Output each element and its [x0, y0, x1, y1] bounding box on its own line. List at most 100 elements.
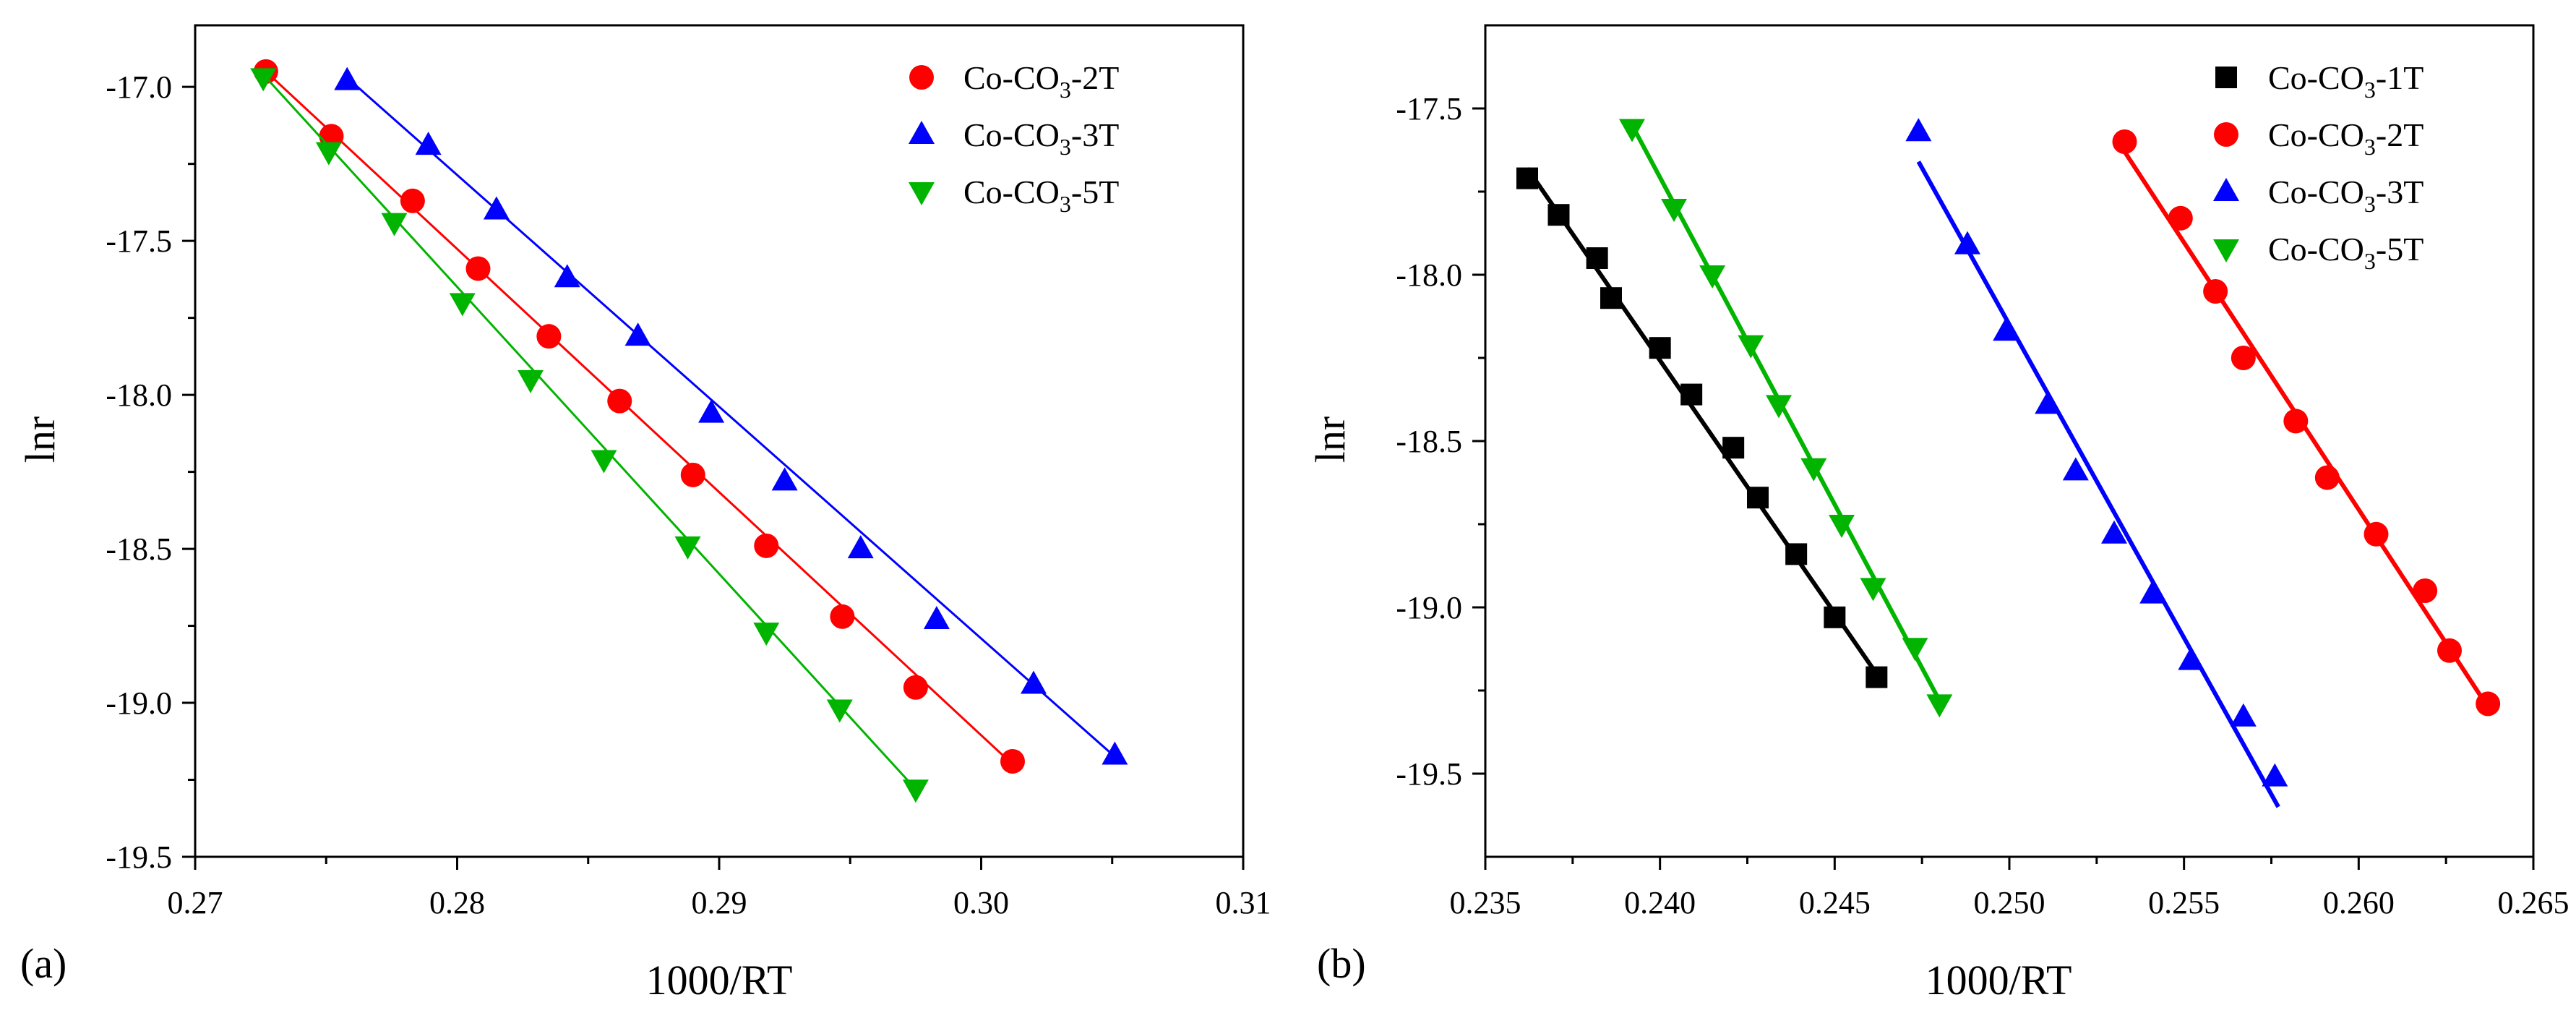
data-point [1649, 337, 1671, 359]
legend-item: Co-CO3-1T [2215, 59, 2423, 103]
data-point [1993, 317, 2019, 341]
panel-b-xlabel: 1000/RT [1925, 957, 2072, 1004]
data-point [826, 699, 853, 723]
panel-b-ytick-label: -19.5 [1396, 756, 1462, 792]
panel-a-ytick-label: -17.5 [106, 223, 172, 259]
panel-b-series-5t [1619, 119, 1953, 718]
data-point [1619, 119, 1645, 142]
data-point [698, 399, 725, 423]
panel-b-xtick-label: 0.260 [2323, 885, 2395, 920]
legend-label-tail: -3T [2376, 174, 2423, 210]
legend-item: Co-CO3-3T [2213, 174, 2423, 217]
legend-label: Co-CO3-3T [2268, 174, 2423, 217]
legend-marker [2213, 178, 2239, 201]
data-point [2437, 638, 2462, 663]
legend-marker [909, 65, 934, 90]
fit-line [1525, 167, 1879, 675]
fit-line [1916, 161, 2280, 808]
legend-label-tail: -2T [2376, 116, 2423, 153]
legend-label-subscript: 3 [2364, 191, 2376, 217]
legend-label-subscript: 3 [1060, 134, 1071, 160]
panel-a-ytick-label: -17.0 [106, 69, 172, 105]
data-point [1102, 741, 1128, 765]
legend-label-main: Co-CO [963, 116, 1060, 153]
data-point [903, 675, 928, 700]
legend-label-main: Co-CO [2268, 231, 2364, 268]
data-point [554, 264, 580, 288]
data-point [415, 132, 442, 155]
panel-a-xtick-label: 0.31 [1216, 885, 1271, 920]
legend-label-subscript: 3 [2364, 134, 2376, 160]
fit-line [265, 70, 1014, 766]
data-point [1926, 694, 1953, 718]
data-point [674, 536, 701, 560]
panel-a-xlabel: 1000/RT [646, 957, 793, 1004]
data-point [1722, 437, 1745, 459]
data-point [1547, 204, 1570, 226]
panel-a-label: (a) [20, 940, 66, 987]
panel-b: 0.235 0.240 0.245 0.250 0.255 0.260 0.265 -19.5… [1307, 24, 2569, 1004]
data-point [830, 604, 855, 629]
legend-label-subscript: 3 [1060, 191, 1071, 217]
data-point [1699, 265, 1726, 288]
data-point [1866, 666, 1888, 688]
data-point [2178, 646, 2204, 670]
panel-a-series-2t [253, 59, 1025, 774]
data-point [1586, 247, 1608, 269]
panel-b-xtick-label: 0.245 [1799, 885, 1871, 920]
data-point [1824, 606, 1846, 628]
legend-marker [2215, 67, 2237, 88]
legend-label-main: Co-CO [2268, 59, 2364, 96]
fit-line [1630, 124, 1945, 709]
data-point [381, 213, 408, 236]
legend-item: Co-CO3-2T [909, 59, 1119, 103]
panel-a-ytick-label: -19.0 [106, 685, 172, 721]
data-point [2203, 279, 2228, 304]
legend-label-tail: -5T [1071, 174, 1119, 210]
data-point [753, 623, 780, 646]
data-point [2139, 580, 2166, 604]
data-point [1785, 543, 1808, 565]
panel-b-series-2t [2112, 129, 2501, 717]
legend-label-tail: -3T [1071, 116, 1119, 153]
panel-b-ytick-label: -19.0 [1396, 590, 1462, 625]
legend-item: Co-CO3-5T [2213, 231, 2423, 274]
panel-a-series-3t [334, 67, 1128, 765]
data-point [1000, 748, 1025, 774]
panel-b-ytick-label: -17.5 [1396, 91, 1462, 127]
panel-a-ylabel: lnr [17, 416, 64, 463]
panel-a-plot-area: 0.27 0.28 0.29 0.30 0.31 -19.5 -19.0 -18.5 -18.0… [106, 24, 1271, 920]
data-point [1860, 578, 1886, 602]
legend-label: Co-CO3-3T [963, 116, 1119, 160]
data-point [771, 467, 798, 491]
legend-label-tail: -5T [2376, 231, 2423, 268]
data-point [1902, 638, 1928, 662]
data-point [1905, 118, 1932, 142]
data-point [250, 68, 277, 92]
data-point [1680, 383, 1703, 406]
data-point [483, 196, 510, 220]
data-point [624, 322, 651, 346]
data-point [1738, 335, 1764, 359]
data-point [334, 67, 361, 90]
panel-a-xtick-label: 0.27 [168, 885, 223, 920]
data-point [518, 369, 544, 393]
data-point [2476, 691, 2501, 717]
legend-marker [2214, 122, 2238, 147]
legend-marker [2213, 239, 2239, 262]
data-point [1954, 231, 1980, 255]
panel-b-ytick-label: -18.0 [1396, 257, 1462, 293]
data-point [1021, 670, 1047, 694]
data-point [754, 533, 779, 558]
legend-label: Co-CO3-5T [963, 174, 1119, 217]
panel-a-ytick-label: -18.5 [106, 531, 172, 567]
panel-b-xtick-label: 0.235 [1450, 885, 1521, 920]
legend-label-main: Co-CO [963, 59, 1060, 96]
data-point [2283, 409, 2309, 434]
data-point [315, 142, 342, 166]
fit-line [2122, 150, 2490, 709]
legend-label: Co-CO3-2T [2268, 116, 2423, 160]
data-point [2112, 129, 2137, 154]
legend-label: Co-CO3-1T [2268, 59, 2423, 103]
panel-a-xtick-label: 0.29 [692, 885, 747, 920]
